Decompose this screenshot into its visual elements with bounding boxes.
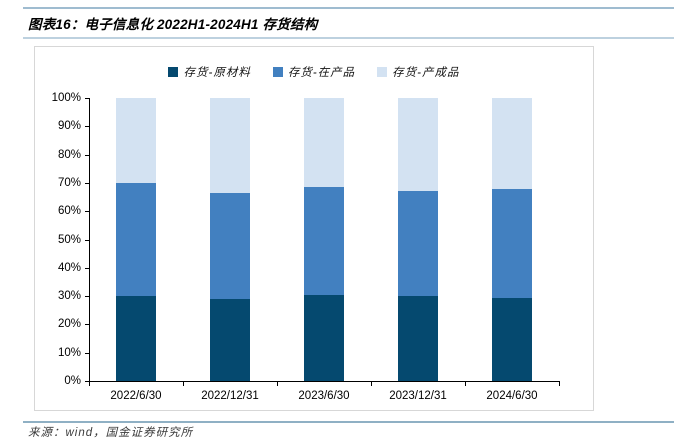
bar-segment-存货-原材料-2024/6/30 xyxy=(492,297,532,381)
y-tick-label: 40% xyxy=(57,261,81,274)
legend-swatch-icon xyxy=(272,67,283,77)
bar-segment-存货-原材料-2022/12/31 xyxy=(210,298,250,381)
y-tick-mark xyxy=(85,154,89,156)
bar-segment-存货-在产品-2022/6/30 xyxy=(116,182,156,297)
bar-segment-存货-产成品-2023/12/31 xyxy=(398,98,438,192)
x-tick-mark xyxy=(371,382,372,386)
y-tick-mark xyxy=(85,296,89,298)
y-tick-label: 30% xyxy=(57,290,81,303)
bar-segment-存货-原材料-2023/12/31 xyxy=(398,296,438,381)
x-tick-label: 2024/6/30 xyxy=(486,390,538,402)
x-tick-mark xyxy=(465,382,466,386)
y-tick-mark xyxy=(85,381,89,382)
legend-swatch-icon xyxy=(377,67,388,77)
bar-segment-存货-原材料-2022/6/30 xyxy=(116,296,156,381)
bar-segment-存货-原材料-2023/6/30 xyxy=(304,294,344,381)
y-tick-mark xyxy=(85,267,89,269)
y-tick-mark xyxy=(85,239,89,241)
bar-segment-存货-在产品-2023/6/30 xyxy=(304,187,344,295)
legend-item-1: 存货-在产品 xyxy=(272,64,356,80)
y-tick-label: 100% xyxy=(51,92,81,104)
y-tick-mark xyxy=(85,126,89,128)
y-tick-mark xyxy=(85,182,89,184)
y-tick-label: 50% xyxy=(57,233,81,246)
bar-segment-存货-在产品-2022/12/31 xyxy=(210,192,250,299)
legend-label: 存货-原材料 xyxy=(183,67,251,79)
bar-segment-存货-在产品-2023/12/31 xyxy=(398,191,438,297)
y-tick-label: 20% xyxy=(57,318,81,331)
x-tick-mark xyxy=(559,382,560,386)
x-tick-label: 2023/12/31 xyxy=(389,390,447,402)
bottom-divider xyxy=(23,421,674,423)
legend-swatch-icon xyxy=(168,67,179,77)
y-tick-label: 60% xyxy=(57,205,81,218)
legend-item-2: 存货-产成品 xyxy=(377,64,459,80)
bar-segment-存货-在产品-2024/6/30 xyxy=(492,188,532,298)
y-tick-label: 80% xyxy=(57,148,81,161)
y-tick-label: 70% xyxy=(57,176,81,189)
x-tick-label: 2023/6/30 xyxy=(298,390,350,402)
axis-frame xyxy=(89,98,560,382)
x-tick-mark xyxy=(183,382,184,386)
x-tick-label: 2022/6/30 xyxy=(110,390,162,402)
legend-item-0: 存货-原材料 xyxy=(168,64,250,80)
top-divider xyxy=(23,7,674,9)
bar-segment-存货-产成品-2024/6/30 xyxy=(492,98,532,189)
y-tick-label: 0% xyxy=(64,375,81,387)
x-tick-mark xyxy=(89,382,90,386)
x-tick-mark xyxy=(277,382,278,386)
bar-segment-存货-产成品-2023/6/30 xyxy=(304,98,344,188)
y-tick-label: 10% xyxy=(57,346,81,359)
legend-label: 存货-在产品 xyxy=(287,67,356,79)
chart-panel: 存货-原材料 存货-在产品 存货-产成品 0% 10% 20% 30% 40% 50% 60% 7… xyxy=(34,46,594,411)
bar-segment-存货-产成品-2022/12/31 xyxy=(210,98,250,193)
y-tick-mark xyxy=(85,352,89,354)
chart-legend: 存货-原材料 存货-在产品 存货-产成品 xyxy=(35,64,593,80)
bar-segment-存货-产成品-2022/6/30 xyxy=(116,98,156,183)
figure-title: 图表16：电子信息化 2022H1-2024H1 存货结构 xyxy=(28,17,318,32)
y-tick-mark xyxy=(85,98,89,99)
y-tick-label: 90% xyxy=(57,120,81,133)
x-tick-label: 2022/12/31 xyxy=(201,390,259,402)
y-tick-mark xyxy=(85,211,89,213)
y-tick-mark xyxy=(85,324,89,326)
title-underline xyxy=(23,37,674,39)
source-note: 来源：wind，国金证券研究所 xyxy=(28,427,194,439)
legend-label: 存货-产成品 xyxy=(392,67,460,79)
